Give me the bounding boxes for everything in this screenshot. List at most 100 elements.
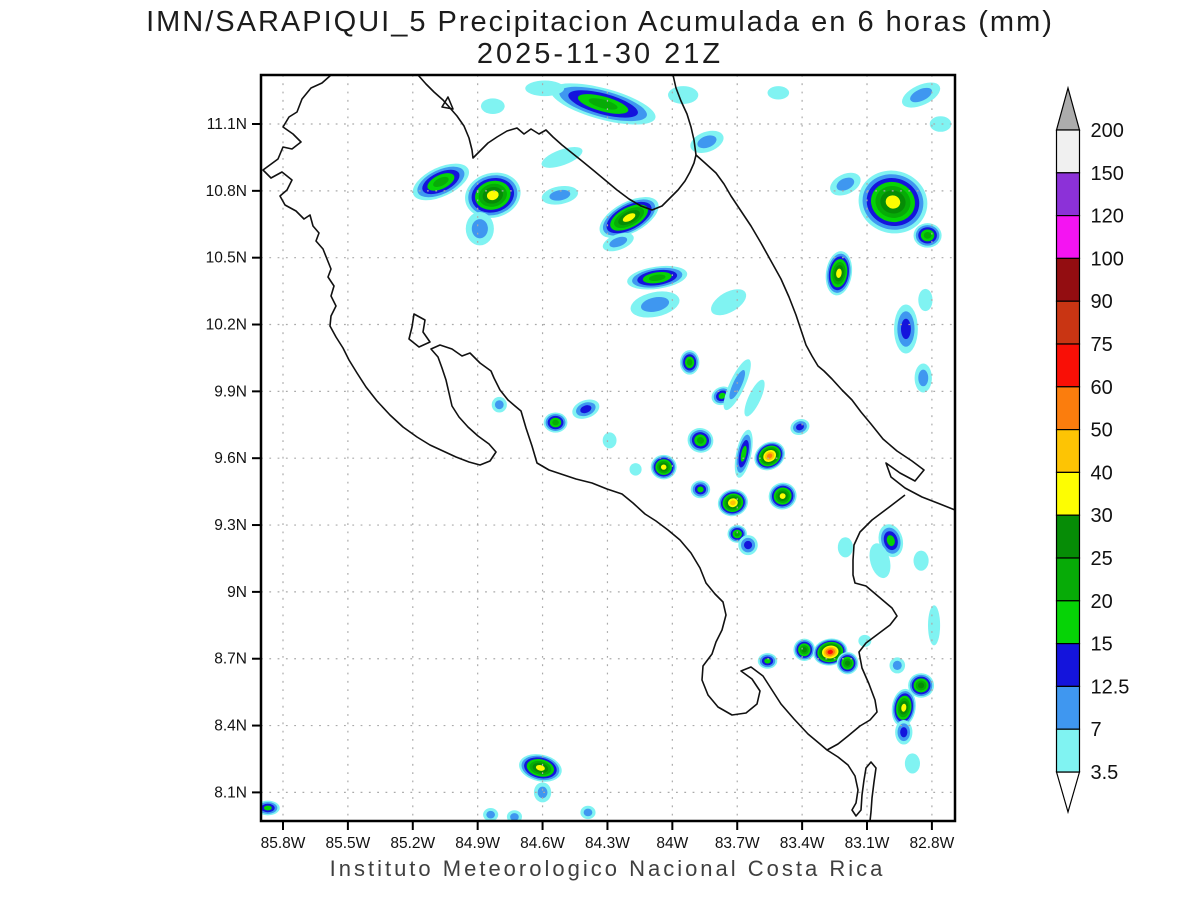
precip-cell	[889, 657, 906, 674]
colorbar-segment	[1055, 257, 1081, 302]
precip-contour	[602, 432, 617, 449]
precip-contour	[433, 176, 449, 187]
precip-contour	[471, 219, 488, 239]
precip-contour	[710, 289, 747, 316]
lat-tick-label: 11.1N	[207, 116, 247, 133]
precip-contour	[718, 392, 726, 399]
precip-cell	[744, 379, 765, 417]
colorbar-segment	[1055, 557, 1081, 602]
precip-cell	[690, 130, 724, 153]
precip-contour	[480, 98, 505, 114]
precip-cell	[738, 535, 758, 556]
precip-contour	[697, 135, 717, 149]
precip-cell	[465, 212, 494, 246]
precip-contour	[827, 649, 833, 655]
precip-contour	[767, 86, 790, 100]
lon-tick-label: 82.8W	[909, 835, 954, 852]
colorbar-label: 90	[1091, 291, 1113, 313]
precip-cell	[913, 223, 942, 248]
colorbar-segment	[1055, 471, 1081, 516]
lat-tick-label: 10.8N	[206, 183, 247, 200]
precip-contour	[858, 634, 872, 647]
colorbar-label: 3.5	[1091, 762, 1119, 784]
precip-cell	[918, 288, 933, 312]
precip-cell	[894, 304, 918, 354]
precip-cell	[830, 172, 861, 196]
precip-contour	[583, 808, 593, 817]
precip-contour	[734, 531, 740, 537]
coastline	[441, 96, 454, 110]
precip-cells-layer	[261, 80, 952, 821]
precip-contour	[486, 810, 495, 819]
precip-contour	[929, 116, 952, 132]
coastline	[417, 75, 697, 211]
precip-contour	[486, 190, 499, 201]
precip-cell	[837, 537, 853, 558]
precip-contour	[668, 86, 699, 104]
precip-cell	[572, 399, 600, 419]
lon-tick-label: 83.4W	[780, 835, 825, 852]
precip-contour	[263, 805, 272, 811]
colorbar-label: 100	[1091, 248, 1124, 270]
precip-contour	[588, 98, 618, 110]
precip-contour	[744, 540, 753, 550]
colorbar-segment	[1055, 129, 1081, 174]
precip-contour	[696, 436, 705, 444]
precip-contour	[918, 369, 929, 387]
colorbar-segment	[1055, 300, 1081, 345]
colorbar-label: 75	[1091, 334, 1113, 356]
precip-cell	[895, 719, 913, 745]
precip-contour	[869, 543, 891, 579]
precip-contour	[913, 550, 929, 571]
precip-contour	[764, 658, 771, 664]
precip-cell	[891, 688, 916, 727]
precip-contour	[910, 87, 933, 103]
colorbar-label: 40	[1091, 462, 1113, 484]
colorbar-label: 60	[1091, 377, 1113, 399]
lon-tick-label: 83.7W	[715, 835, 760, 852]
precip-contour	[730, 500, 736, 506]
precip-cell	[869, 543, 891, 579]
precip-cell	[261, 800, 280, 816]
precip-cell	[506, 810, 523, 821]
colorbar-label: 120	[1091, 206, 1124, 228]
precip-contour	[900, 727, 908, 738]
lat-tick-label: 8.4N	[214, 718, 247, 735]
precip-cell	[717, 489, 748, 517]
precip-contour	[552, 419, 559, 426]
precip-contour	[609, 236, 628, 248]
precip-contour	[744, 379, 765, 417]
colorbar-segment	[1055, 172, 1081, 217]
lat-tick-label: 10.5N	[206, 250, 247, 267]
precip-cell	[836, 652, 859, 675]
precip-contour	[928, 605, 941, 646]
precip-contour	[779, 493, 786, 499]
precip-contour	[836, 268, 842, 278]
precip-cell	[928, 605, 941, 646]
precip-contour	[537, 786, 548, 799]
lon-tick-label: 85.8W	[261, 835, 306, 852]
precip-contour	[836, 177, 855, 191]
precip-contour	[660, 464, 667, 470]
precip-cell	[412, 163, 470, 201]
precip-contour	[494, 400, 504, 410]
precip-cell	[723, 359, 751, 411]
precip-cell	[679, 350, 700, 375]
page-title: IMN/SARAPIQUI_5 Precipitacion Acumulada …	[146, 6, 1054, 38]
precip-contour	[740, 445, 747, 462]
precip-contour	[580, 405, 592, 414]
precip-cell	[913, 550, 929, 571]
lon-tick-label: 83.1W	[845, 835, 890, 852]
precip-cell	[690, 480, 711, 499]
precip-contour	[648, 274, 666, 281]
precip-cell	[825, 251, 853, 296]
colorbar-segment	[1055, 642, 1081, 687]
colorbar-label: 15	[1091, 634, 1113, 656]
precip-contour	[901, 318, 911, 340]
colorbar-over-arrow	[1055, 85, 1081, 131]
colorbar-label: 7	[1091, 719, 1102, 741]
footer-attribution: Instituto Meteorologico Nacional Costa R…	[329, 856, 886, 881]
precip-cell	[543, 412, 568, 433]
precip-cell	[858, 170, 928, 234]
precip-cell	[483, 807, 499, 821]
